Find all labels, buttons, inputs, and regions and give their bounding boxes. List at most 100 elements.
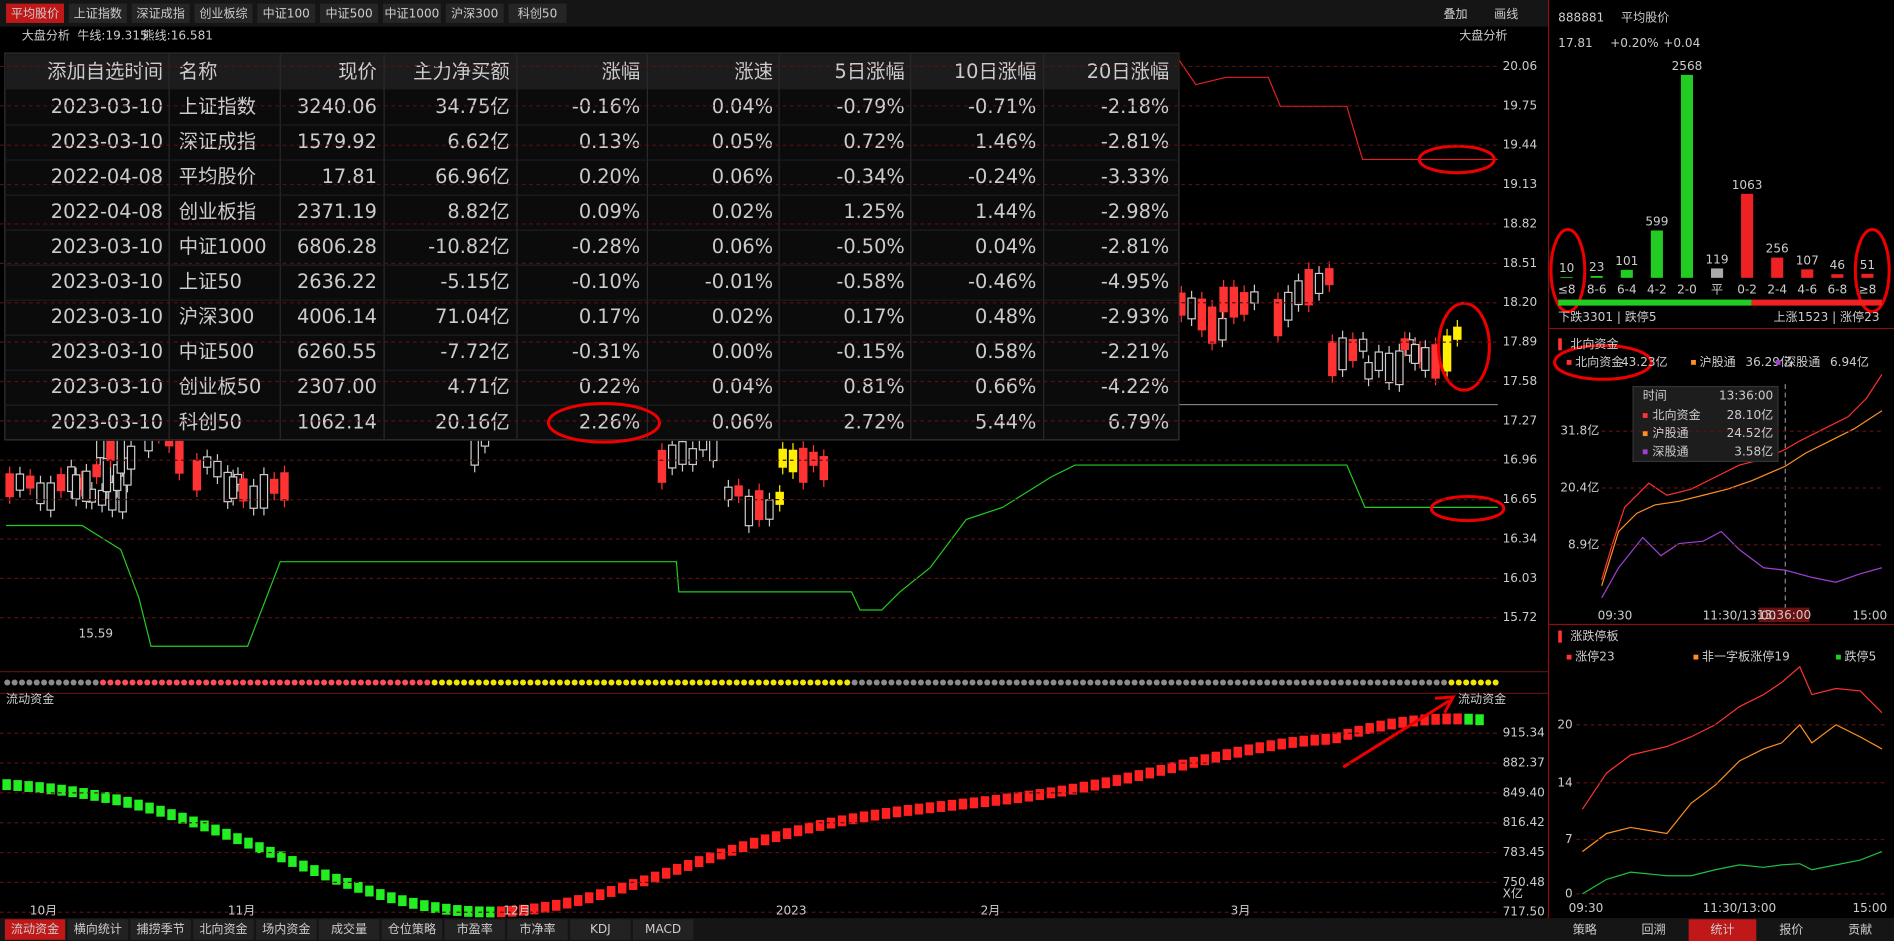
price-axis-label: 15.72 xyxy=(1503,610,1538,624)
candle-body xyxy=(116,437,126,474)
distribution-bar xyxy=(1861,273,1874,278)
north-y-label: 20.4亿 xyxy=(1560,480,1599,495)
bear-label: 熊线:16.581 xyxy=(143,28,213,43)
candle-body xyxy=(667,444,677,469)
bottom-tab[interactable]: 市净率 xyxy=(519,921,555,936)
flow-block xyxy=(683,860,693,871)
signal-dot xyxy=(247,679,254,686)
table-cell[interactable]: 中证1000 xyxy=(179,235,267,258)
tab[interactable]: 沪深300 xyxy=(451,6,498,20)
flow-block xyxy=(13,780,22,791)
right-tab[interactable]: 统计 xyxy=(1710,923,1734,937)
signal-dot xyxy=(895,679,902,686)
bottom-tab[interactable]: KDJ xyxy=(590,922,611,936)
table-cell: 1.25% xyxy=(843,200,904,223)
tab-bg[interactable] xyxy=(508,3,567,23)
bottom-tab-bg[interactable] xyxy=(4,919,66,940)
table-cell[interactable]: 深证成指 xyxy=(179,130,256,153)
tab[interactable]: 中证1000 xyxy=(384,5,439,20)
bottom-tab-bg[interactable] xyxy=(381,919,443,940)
table-cell[interactable]: 平均股价 xyxy=(179,165,256,188)
table-cell: -5.15亿 xyxy=(440,270,509,293)
tab-bg[interactable] xyxy=(382,3,441,23)
bottom-tab[interactable]: 仓位策略 xyxy=(388,921,436,936)
table-header-cell: 涨幅 xyxy=(602,60,641,83)
signal-dot xyxy=(1057,679,1064,686)
signal-dot xyxy=(711,679,718,686)
tab-bg[interactable] xyxy=(320,3,379,23)
tab-bg[interactable] xyxy=(445,3,504,23)
tab-bg[interactable] xyxy=(131,3,190,23)
table-cell: 0.48% xyxy=(975,305,1036,328)
bottom-tab-bg[interactable] xyxy=(507,919,568,940)
table-header-cell: 涨速 xyxy=(734,60,773,83)
table-cell: 6806.28 xyxy=(297,235,377,258)
bottom-tab-bg[interactable] xyxy=(444,919,505,940)
table-cell[interactable]: 沪深300 xyxy=(179,305,254,328)
table-cell: 1.46% xyxy=(975,130,1036,153)
signal-dot xyxy=(637,679,644,686)
bottom-tab-bg[interactable] xyxy=(570,919,631,940)
bottom-tab[interactable]: MACD xyxy=(645,922,681,936)
table-cell[interactable]: 中证500 xyxy=(179,340,254,363)
tab[interactable]: 上证指数 xyxy=(74,5,122,20)
signal-dot xyxy=(497,679,504,686)
toolbar-button[interactable]: 叠加 xyxy=(1443,7,1467,21)
bottom-tab-bg[interactable] xyxy=(256,919,317,940)
signal-dot xyxy=(814,679,821,686)
signal-dot xyxy=(1323,679,1330,686)
tab-bg[interactable] xyxy=(68,3,127,23)
candle-body xyxy=(809,451,818,466)
bottom-tab[interactable]: 市盈率 xyxy=(457,921,493,936)
tab[interactable]: 中证500 xyxy=(326,5,373,20)
bottom-tab[interactable]: 捕捞季节 xyxy=(137,921,185,936)
bottom-tab-bg[interactable] xyxy=(67,919,129,940)
tab-bg[interactable] xyxy=(194,3,253,23)
bottom-tab[interactable]: 场内资金 xyxy=(262,921,310,936)
tab-bg[interactable] xyxy=(257,3,316,23)
right-tab[interactable]: 报价 xyxy=(1779,922,1803,937)
tab[interactable]: 深证成指 xyxy=(137,5,185,20)
bottom-tab[interactable]: 流动资金 xyxy=(11,921,59,936)
tab[interactable]: 科创50 xyxy=(518,6,557,20)
flow-block xyxy=(958,798,968,810)
distribution-value: 51 xyxy=(1860,258,1875,272)
tab[interactable]: 中证100 xyxy=(263,5,310,20)
flow-block xyxy=(1343,728,1352,740)
quote-name: 平均股价 xyxy=(1621,11,1669,25)
right-tab-active[interactable] xyxy=(1688,919,1757,941)
bottom-tab[interactable]: 北向资金 xyxy=(199,921,247,936)
table-cell[interactable]: 上证指数 xyxy=(179,95,256,118)
table-cell[interactable]: 上证50 xyxy=(179,270,242,293)
tab[interactable]: 创业板综 xyxy=(199,6,247,20)
signal-dot xyxy=(313,679,320,686)
table-cell: 0.81% xyxy=(843,375,904,398)
chart-title: 大盘分析 xyxy=(22,28,70,43)
right-tab[interactable]: 策略 xyxy=(1573,922,1597,937)
flow-axis-label: 849.40 xyxy=(1503,785,1545,799)
signal-dot xyxy=(195,679,202,686)
toolbar-button[interactable]: 画线 xyxy=(1494,7,1518,21)
annotation-circle xyxy=(546,401,662,444)
distribution-category: 6-4 xyxy=(1617,282,1637,296)
tab[interactable]: 平均股价 xyxy=(11,6,59,20)
tab-bg[interactable] xyxy=(6,3,65,23)
bottom-tab[interactable]: 成交量 xyxy=(331,921,367,936)
right-tab[interactable]: 贡献 xyxy=(1848,922,1872,937)
flow-block xyxy=(365,885,374,897)
distribution-value: 2568 xyxy=(1672,59,1703,73)
table-cell[interactable]: 创业板指 xyxy=(179,200,256,223)
table-cell[interactable]: 创业板50 xyxy=(179,375,262,398)
bottom-tab[interactable]: 横向统计 xyxy=(74,921,122,936)
right-tab[interactable]: 回溯 xyxy=(1642,922,1666,937)
signal-dot xyxy=(527,679,534,686)
table-cell[interactable]: 科创50 xyxy=(179,410,242,433)
bottom-tab-bg[interactable] xyxy=(318,919,380,940)
bottom-tab-bg[interactable] xyxy=(130,919,191,940)
sh-line xyxy=(1601,410,1883,587)
bottom-tab-bg[interactable] xyxy=(632,919,694,940)
table-header-cell: 10日涨幅 xyxy=(954,60,1037,83)
signal-dot xyxy=(1411,679,1418,686)
bottom-tab-bg[interactable] xyxy=(193,919,254,940)
flow-block xyxy=(1134,770,1144,782)
